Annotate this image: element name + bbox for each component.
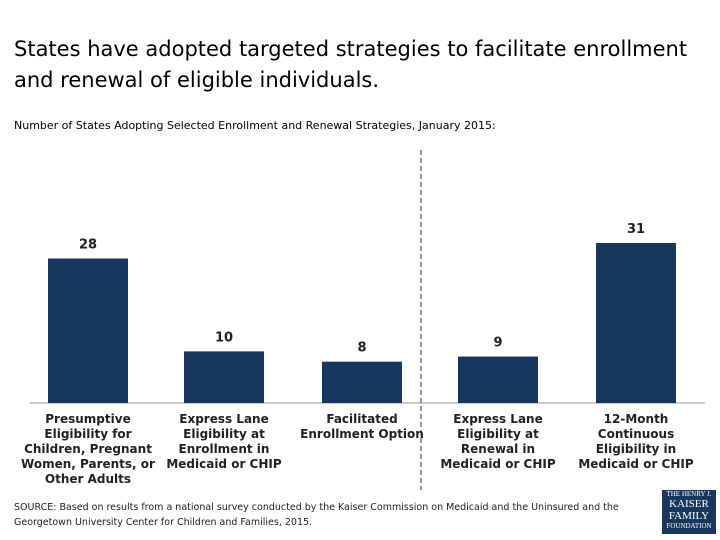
bar: [596, 243, 676, 403]
logo-text: KAISER: [669, 498, 709, 510]
chart-title: States have adopted targeted strategies …: [14, 37, 688, 92]
category-label: Express Lane Eligibility at Renewal in M…: [440, 412, 556, 471]
logo-text: FAMILY: [668, 510, 710, 522]
data-label: 10: [215, 330, 233, 345]
bar: [184, 351, 264, 403]
category-label: 12-Month Continuous Eligibility in Medic…: [578, 412, 694, 471]
source-note: SOURCE: Based on results from a national…: [14, 502, 619, 528]
chart-subtitle: Number of States Adopting Selected Enrol…: [14, 119, 496, 132]
data-label: 9: [493, 336, 502, 351]
logo-text: FOUNDATION: [666, 522, 712, 530]
category-label: Facilitated Enrollment Option: [300, 412, 424, 441]
logo: THE HENRY J. KAISER FAMILY FOUNDATION: [662, 490, 716, 534]
logo-text: THE HENRY J.: [666, 490, 712, 498]
bar: [322, 361, 402, 403]
bar: [458, 356, 538, 403]
category-label: Presumptive Eligibility for Children, Pr…: [21, 412, 155, 486]
data-label: 28: [79, 237, 97, 252]
bar: [48, 258, 128, 403]
data-label: 8: [357, 341, 366, 356]
category-label: Express Lane Eligibility at Enrollment i…: [166, 412, 282, 471]
data-label: 31: [627, 222, 645, 237]
